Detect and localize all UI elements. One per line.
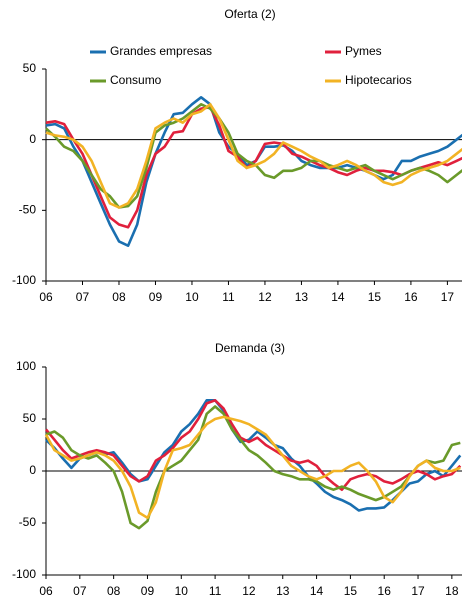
x-tick-label: 16 <box>378 584 392 598</box>
y-tick-label: 100 <box>16 359 36 373</box>
series-line <box>45 103 462 209</box>
x-tick-label: 06 <box>39 290 53 304</box>
x-tick-label: 09 <box>149 290 163 304</box>
x-tick-label: 13 <box>295 290 309 304</box>
x-tick-label: 17 <box>411 584 425 598</box>
y-tick-label: 0 <box>29 132 36 146</box>
y-tick-label: -50 <box>19 515 37 529</box>
x-tick-label: 15 <box>368 290 382 304</box>
y-tick-label: 0 <box>29 463 36 477</box>
series-line <box>44 415 461 520</box>
x-tick-label: 13 <box>276 584 290 598</box>
x-tick-label: 18 <box>445 584 459 598</box>
legend-label: Grandes empresas <box>110 44 212 58</box>
x-tick-label: 14 <box>331 290 345 304</box>
series-line <box>45 103 462 209</box>
y-tick-label: 50 <box>23 411 37 425</box>
y-tick-label: -50 <box>19 203 37 217</box>
x-tick-label: 06 <box>39 584 53 598</box>
x-tick-label: 16 <box>404 290 418 304</box>
y-tick-label: -100 <box>12 567 36 581</box>
x-tick-label: 10 <box>175 584 189 598</box>
series-line <box>44 399 462 491</box>
x-tick-label: 14 <box>310 584 324 598</box>
x-tick-label: 17 <box>441 290 455 304</box>
x-tick-label: 10 <box>185 290 199 304</box>
x-tick-label: 09 <box>141 584 155 598</box>
x-tick-label: 08 <box>107 584 121 598</box>
x-tick-label: 12 <box>242 584 256 598</box>
chart-title: Demanda (3) <box>215 341 285 355</box>
x-tick-label: 12 <box>258 290 272 304</box>
chart-title: Oferta (2) <box>224 7 275 21</box>
x-tick-label: 08 <box>112 290 126 304</box>
x-tick-label: 07 <box>76 290 90 304</box>
series-line <box>45 96 462 247</box>
x-tick-label: 07 <box>73 584 87 598</box>
series-line <box>45 105 462 229</box>
y-tick-label: -100 <box>12 273 36 287</box>
x-tick-label: 15 <box>344 584 358 598</box>
x-tick-label: 11 <box>209 584 222 598</box>
legend-label: Hipotecarios <box>345 73 412 87</box>
legend-label: Consumo <box>110 73 162 87</box>
series-line <box>45 405 461 530</box>
x-tick-label: 11 <box>222 290 235 304</box>
y-tick-label: 50 <box>23 61 37 75</box>
legend-label: Pymes <box>345 44 382 58</box>
